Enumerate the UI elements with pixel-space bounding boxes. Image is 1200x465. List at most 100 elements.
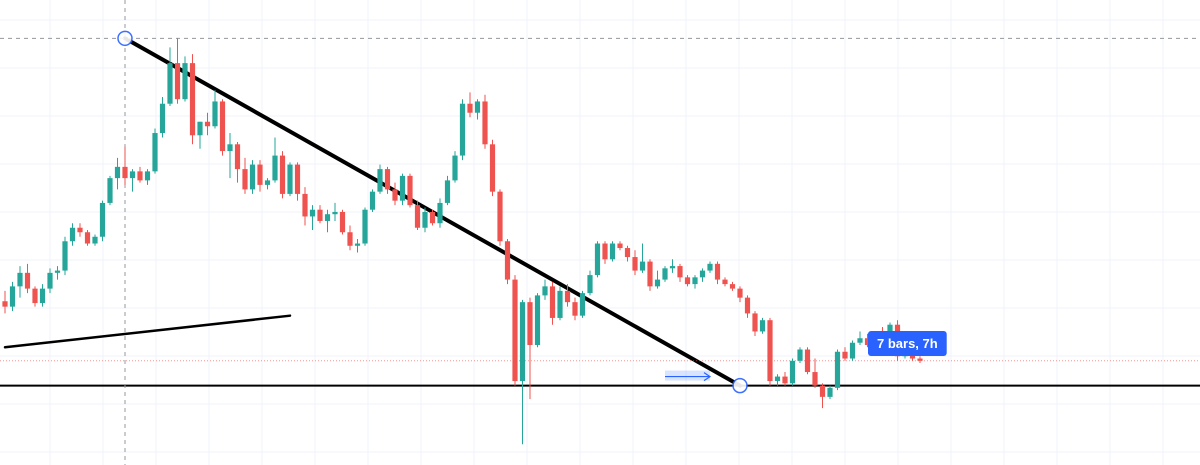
candle [159, 96, 166, 138]
candle [632, 250, 638, 276]
candle-body [722, 279, 728, 285]
candle-body [504, 241, 511, 280]
candle-body [774, 376, 781, 382]
candle [69, 223, 76, 246]
candle [272, 137, 278, 183]
candle [54, 266, 61, 280]
candle-body [317, 209, 323, 221]
rising-trendline [3, 314, 292, 349]
candle-body [737, 288, 743, 298]
candle [617, 241, 623, 251]
candle-body [279, 155, 286, 194]
candle [782, 372, 788, 386]
candle-body [69, 227, 76, 242]
candle-body [294, 164, 301, 194]
candle [309, 205, 316, 230]
candle-body [864, 338, 871, 345]
candle-body [189, 63, 196, 136]
candle [609, 241, 616, 262]
candle [834, 349, 841, 391]
candle-body [572, 302, 578, 316]
candle-body [369, 191, 376, 210]
candle-body [302, 193, 308, 217]
bar-count-tag[interactable] [868, 331, 947, 356]
candle-body [39, 288, 46, 304]
candle [234, 142, 241, 183]
candle-body [669, 266, 676, 269]
candle-body [677, 266, 683, 278]
candle [519, 299, 526, 445]
candle-body [557, 290, 563, 318]
candle-body [234, 144, 241, 170]
candle [62, 236, 68, 276]
candle [39, 284, 46, 307]
candle [287, 162, 293, 197]
candle [444, 175, 451, 206]
candle-body [857, 338, 863, 343]
candle-body [842, 351, 848, 359]
candle-body [699, 270, 706, 278]
candle [2, 290, 8, 314]
candle-body [752, 313, 758, 332]
candle [572, 297, 578, 321]
candle-body [407, 175, 413, 206]
candle-body [534, 295, 541, 345]
candle-body [789, 360, 796, 384]
candle-body [219, 101, 226, 152]
candle [167, 47, 173, 106]
candle-body [114, 166, 121, 179]
candle [564, 284, 571, 307]
candle-body [714, 263, 721, 280]
candle [384, 166, 391, 194]
candle-body [167, 63, 173, 104]
trendline-handles[interactable] [117, 30, 748, 394]
candle-body [107, 178, 113, 203]
candle-body [392, 189, 398, 201]
candle-body [159, 103, 166, 134]
candle [122, 146, 128, 185]
candle-body [459, 103, 466, 156]
candle-body [99, 202, 106, 237]
candle-body [144, 171, 151, 181]
candle-body [362, 209, 368, 244]
candle-body [287, 164, 293, 194]
candle [294, 162, 301, 201]
trendline-start-handle[interactable] [117, 30, 133, 47]
candle-body [414, 205, 421, 228]
candle [189, 54, 196, 145]
candle [849, 340, 856, 361]
candle [677, 263, 683, 282]
candle [864, 333, 871, 348]
candle [744, 295, 751, 318]
candle [684, 275, 691, 287]
candle [264, 178, 271, 190]
candle-body [609, 243, 616, 260]
candle-body [84, 232, 91, 244]
candle-body [444, 180, 451, 203]
bar-count-tag-group[interactable]: 7 bars, 7h [868, 331, 947, 356]
candle [737, 286, 743, 303]
candle-body [849, 342, 856, 359]
candle [789, 358, 796, 386]
candle-body [819, 385, 826, 397]
candle-body [54, 270, 61, 273]
candle-body [122, 166, 128, 179]
candle-body [654, 279, 661, 287]
candle-body [489, 144, 496, 192]
candle [197, 121, 203, 149]
candle [857, 331, 863, 345]
candle-body [579, 293, 586, 316]
trendline-end-handle[interactable] [732, 377, 748, 394]
candle-body [474, 101, 481, 113]
candle [662, 266, 668, 282]
candle [174, 38, 181, 104]
candle [9, 281, 16, 312]
candle [84, 229, 91, 246]
candle [32, 286, 38, 307]
bar-count-measure[interactable] [665, 370, 712, 382]
candle [17, 266, 23, 298]
candle [827, 385, 833, 400]
candle-body [692, 277, 698, 285]
candle-body [812, 372, 818, 386]
